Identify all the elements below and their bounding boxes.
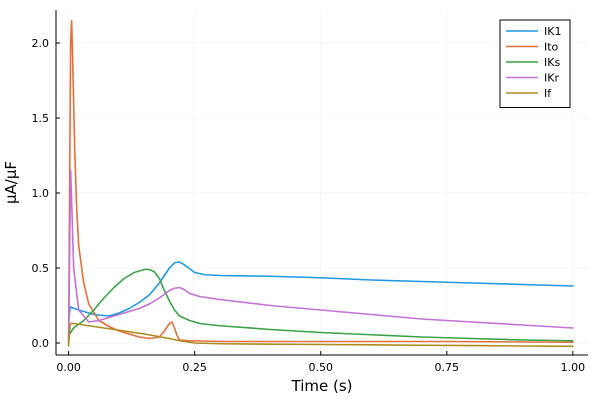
y-tick-label: 1.5 <box>32 112 50 125</box>
series-line-ik1 <box>67 261 574 323</box>
series-layer <box>67 19 574 348</box>
legend-label-ik1: IK1 <box>544 25 561 38</box>
x-tick-label: 0.75 <box>435 361 460 374</box>
y-tick-label: 0.5 <box>32 262 50 275</box>
y-axis-title: μA/μF <box>2 161 20 204</box>
y-tick-label: 2.0 <box>32 37 50 50</box>
y-tick-label: 1.0 <box>32 187 50 200</box>
ticks: 0.00 0.25 0.50 0.75 1.00 0.0 0.5 1.0 1.5 2.0 <box>32 37 586 374</box>
series-line-ito <box>67 19 574 344</box>
x-tick-label: 0.00 <box>56 361 81 374</box>
x-tick-label: 0.25 <box>182 361 207 374</box>
series-line-ikr <box>67 169 574 344</box>
series-line-iks <box>67 268 574 342</box>
legend-label-ito: Ito <box>544 41 559 54</box>
axes <box>55 10 588 356</box>
legend-label-ikr: IKr <box>544 72 559 85</box>
y-tick-label: 0.0 <box>32 337 50 350</box>
legend-label-iks: IKs <box>544 56 560 69</box>
legend: IK1 Ito IKs IKr If <box>499 19 571 108</box>
grid <box>56 10 588 355</box>
legend-label-if: If <box>544 87 552 100</box>
x-tick-label: 1.00 <box>561 361 586 374</box>
x-tick-label: 0.50 <box>308 361 333 374</box>
series-line-if <box>67 322 574 348</box>
x-axis-title: Time (s) <box>291 377 353 395</box>
